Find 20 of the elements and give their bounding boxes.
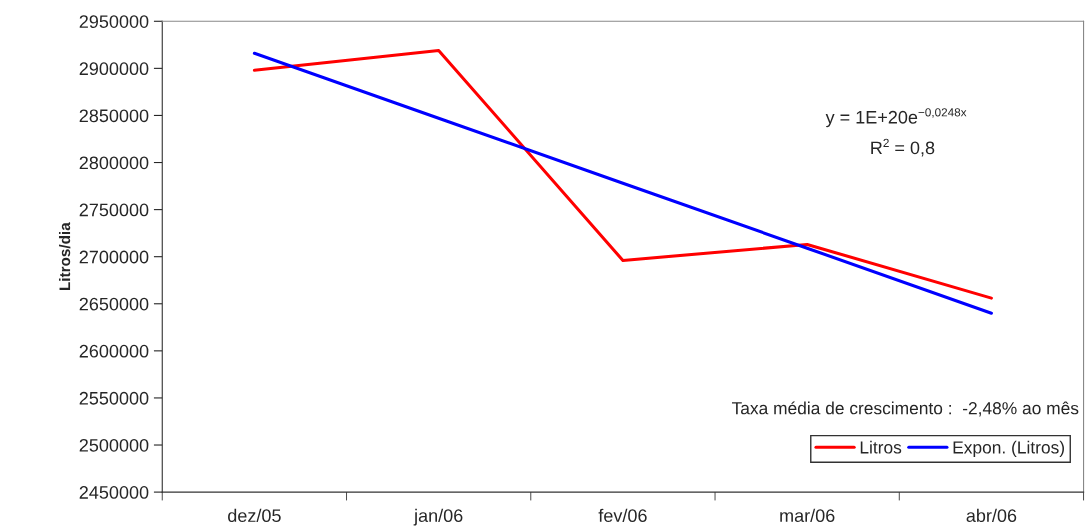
y-axis-title: Litros/dia xyxy=(58,222,71,291)
y-tick-label: 2450000 xyxy=(79,486,149,499)
y-tick-label: 2900000 xyxy=(79,62,149,76)
legend-label: Expon. (Litros) xyxy=(953,440,1064,458)
x-tick-label: jan/06 xyxy=(413,508,463,526)
y-tick-label: 2650000 xyxy=(79,297,149,311)
y-tick-label: 2550000 xyxy=(79,391,149,405)
y-tick-label: 2750000 xyxy=(79,203,149,217)
x-tick-label: dez/05 xyxy=(228,508,281,523)
y-tick-label: 2800000 xyxy=(79,156,149,170)
legend-label: Litros xyxy=(860,440,902,454)
y-tick-label: 2600000 xyxy=(79,344,149,358)
annotation: Taxa média de crescimento : -2,48% ao mês xyxy=(731,401,1079,417)
x-tick-label: abr/06 xyxy=(966,508,1017,523)
y-tick-label: 2850000 xyxy=(79,109,149,123)
y-tick-label: 2950000 xyxy=(79,15,149,28)
x-tick-label: fev/06 xyxy=(598,508,647,523)
x-tick-label: mar/06 xyxy=(780,508,835,523)
y-tick-label: 2500000 xyxy=(79,438,149,452)
y-tick-label: 2700000 xyxy=(79,250,149,264)
